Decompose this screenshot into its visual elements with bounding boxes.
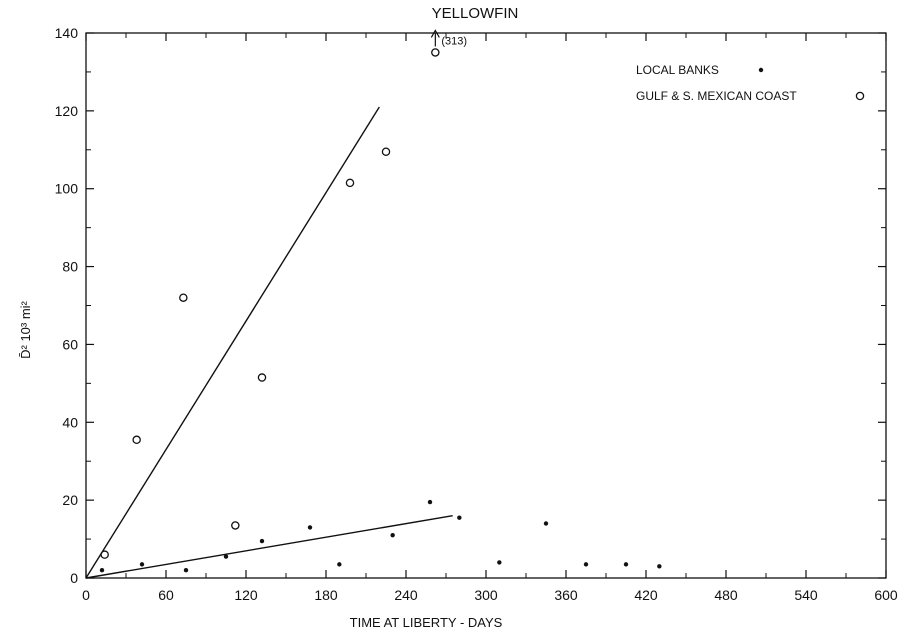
plot-frame [85, 32, 887, 579]
legend-marker-open [855, 91, 865, 101]
fit-line [85, 106, 380, 579]
y-tick-label: 140 [55, 25, 79, 41]
fit-line [85, 515, 453, 579]
y-tick-label: 120 [55, 103, 79, 119]
x-tick-label: 360 [554, 587, 578, 603]
data-points [99, 48, 662, 573]
x-axis-label: TIME AT LIBERTY - DAYS [350, 615, 503, 630]
gulf-coast-point [257, 373, 267, 382]
legend-marker-filled [758, 67, 764, 73]
x-tick-label: 600 [874, 587, 898, 603]
gulf-coast-point [345, 178, 355, 188]
y-tick-label: 100 [55, 181, 79, 197]
local-banks-point [99, 568, 105, 573]
gulf-coast-point [132, 435, 141, 445]
local-banks-point [427, 499, 433, 505]
y-axis-label: D̄² 10³ mi² [18, 300, 33, 358]
annotation-arrow-head [430, 29, 440, 38]
gulf-coast-point [231, 521, 240, 530]
legend-label: GULF & S. MEXICAN COAST [636, 89, 797, 103]
y-tick-label: 40 [62, 414, 78, 430]
x-tick-label: 420 [634, 587, 658, 603]
local-banks-point [307, 525, 313, 530]
y-axis: 0 20 40 60 80 100 120 140 [55, 25, 886, 586]
annotation-label: (313) [441, 35, 467, 47]
y-tick-label: 60 [62, 336, 78, 352]
local-banks-point [337, 562, 342, 567]
x-tick-label: 300 [474, 587, 498, 603]
x-tick-label: 60 [158, 587, 174, 603]
y-tick-label: 20 [62, 492, 78, 508]
local-banks-point [543, 521, 549, 526]
gulf-coast-point [100, 550, 109, 559]
local-banks-point [623, 562, 629, 567]
local-banks-point [223, 554, 229, 559]
x-tick-label: 0 [82, 587, 90, 603]
legend-label: LOCAL BANKS [636, 63, 719, 77]
y-tick-label: 80 [62, 259, 78, 275]
x-tick-label: 240 [394, 587, 418, 603]
local-banks-point [390, 532, 395, 538]
local-banks-point [259, 538, 265, 544]
chart-title: YELLOWFIN [432, 5, 519, 22]
gulf-coast-point [431, 48, 440, 57]
x-tick-label: 480 [714, 587, 738, 603]
gulf-coast-point [179, 293, 188, 302]
legend: LOCAL BANKS GULF & S. MEXICAN COAST [636, 63, 865, 103]
local-banks-point [497, 560, 502, 565]
local-banks-point [583, 562, 589, 567]
fit-lines [85, 106, 453, 579]
local-banks-point [457, 515, 462, 520]
x-axis: 0 60 120 180 240 300 360 420 480 540 600 [82, 33, 898, 603]
local-banks-point [183, 568, 189, 573]
x-tick-label: 540 [794, 587, 818, 603]
local-banks-point [657, 564, 662, 569]
annotations: (313) [430, 29, 467, 47]
local-banks-point [139, 562, 145, 567]
y-tick-label: 0 [70, 570, 78, 586]
gulf-coast-point [381, 147, 391, 156]
x-tick-label: 180 [314, 587, 338, 603]
x-tick-label: 120 [234, 587, 258, 603]
